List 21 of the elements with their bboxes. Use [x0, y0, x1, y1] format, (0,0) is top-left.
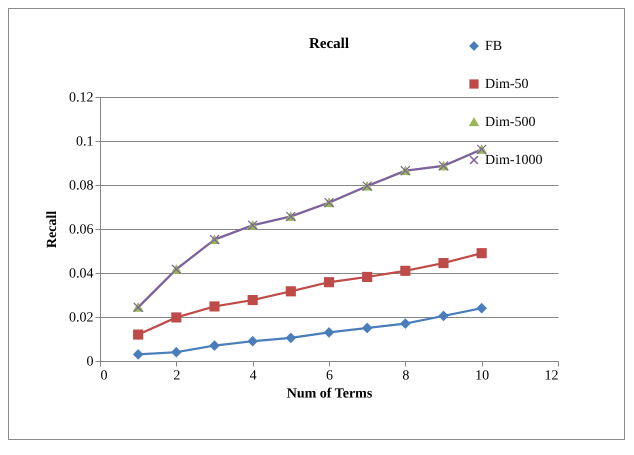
x-tick-label: 0 [100, 368, 108, 384]
x-tick-label: 10 [475, 368, 490, 384]
y-tick-label: 0 [86, 354, 94, 370]
x-tick-label: 8 [402, 368, 410, 384]
legend-label: Dim-1000 [485, 153, 543, 168]
x-tick-label: 6 [326, 368, 333, 384]
chart-title: Recall [309, 36, 349, 52]
x-tick-label: 2 [173, 368, 180, 384]
x-axis-title: Num of Terms [286, 386, 373, 402]
y-tick-label: 0.1 [76, 134, 94, 150]
x-tick-label: 4 [250, 368, 257, 384]
legend-label: Dim-50 [485, 77, 529, 92]
y-tick-label: 0.08 [69, 178, 94, 194]
y-axis-title: Recall [45, 210, 60, 248]
y-tick-label: 0.04 [69, 266, 94, 282]
x-tick-label: 12 [544, 368, 558, 384]
y-tick-label: 0.12 [69, 90, 94, 106]
y-tick-label: 0.06 [69, 222, 94, 238]
legend-label: FB [485, 39, 502, 54]
legend-label: Dim-500 [485, 115, 536, 130]
y-tick-label: 0.02 [69, 310, 94, 326]
